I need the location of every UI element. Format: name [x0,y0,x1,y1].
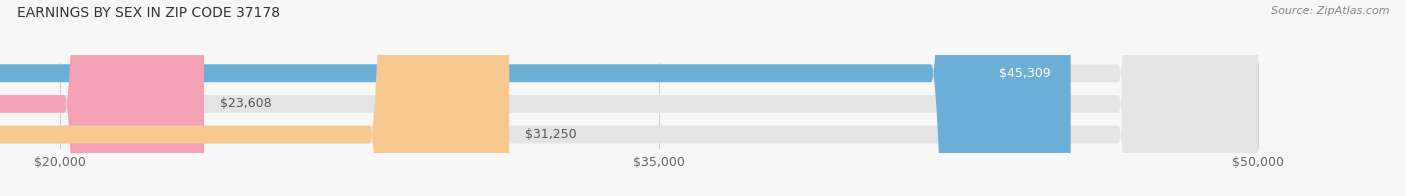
FancyBboxPatch shape [0,0,509,196]
Text: $23,608: $23,608 [219,97,271,110]
Text: $31,250: $31,250 [526,128,576,141]
Text: Source: ZipAtlas.com: Source: ZipAtlas.com [1271,6,1389,16]
FancyBboxPatch shape [0,0,1258,196]
FancyBboxPatch shape [0,0,204,196]
Text: EARNINGS BY SEX IN ZIP CODE 37178: EARNINGS BY SEX IN ZIP CODE 37178 [17,6,280,20]
Text: $45,309: $45,309 [1000,67,1050,80]
FancyBboxPatch shape [0,0,1258,196]
FancyBboxPatch shape [0,0,1071,196]
FancyBboxPatch shape [0,0,1258,196]
